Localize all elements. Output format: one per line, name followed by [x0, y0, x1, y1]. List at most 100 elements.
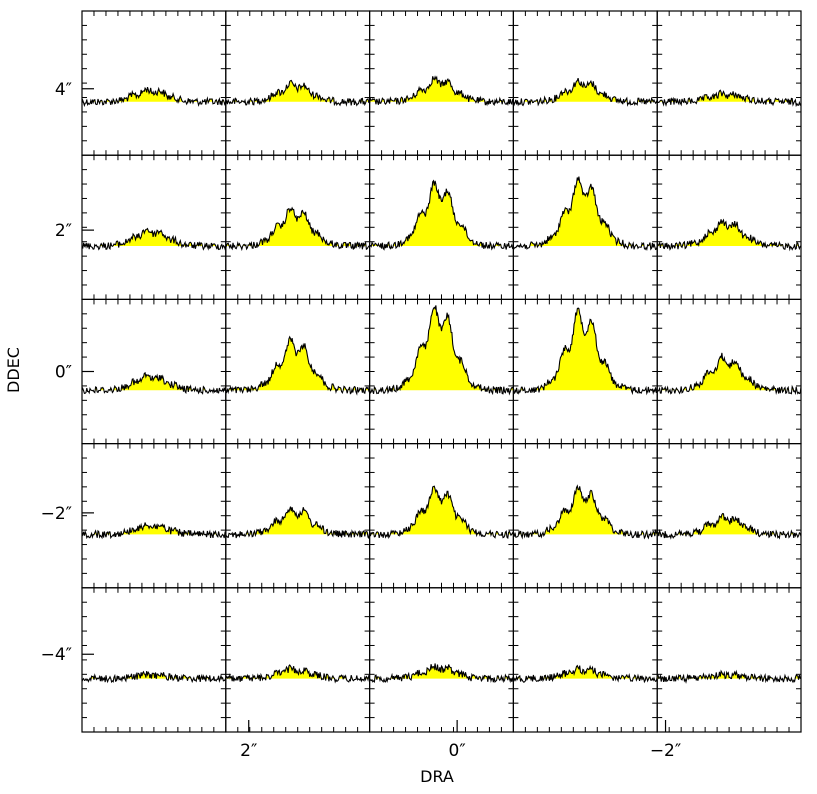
spectrum-panel — [225, 298, 371, 445]
emission-fill — [82, 522, 226, 535]
spectrum-line — [369, 485, 514, 540]
emission-fill — [369, 305, 514, 391]
spectrum-panel — [81, 298, 227, 445]
spectrum-line — [81, 522, 227, 540]
x-axis-label: DRA — [420, 767, 454, 786]
emission-fill — [225, 207, 370, 246]
spectrum-line — [225, 79, 370, 107]
panel-ticks — [513, 155, 658, 300]
panel-ticks — [82, 443, 226, 588]
spectrum-panel — [512, 154, 658, 300]
panel-ticks — [657, 587, 801, 732]
panel-ticks — [369, 155, 514, 300]
spectrum-line — [369, 179, 514, 251]
spectrum-panel — [81, 154, 227, 300]
spectrum-line — [512, 77, 658, 107]
panel-frame — [81, 443, 227, 589]
spectrum-panel — [81, 10, 227, 156]
panel-ticks — [225, 299, 370, 444]
spectrum-panel — [369, 154, 515, 300]
spectrum-panel — [656, 154, 802, 300]
emission-fill — [82, 372, 226, 391]
panel-ticks — [225, 587, 370, 732]
y-tick-label: 4″ — [55, 80, 72, 100]
spectrum-panel — [369, 443, 515, 589]
panel-ticks — [369, 11, 514, 156]
panel-ticks — [657, 11, 801, 156]
spectrum-line — [513, 307, 658, 396]
emission-fill — [369, 486, 514, 535]
spectrum-line — [225, 206, 371, 252]
panel-ticks — [513, 587, 658, 732]
spectrum-panel — [369, 298, 515, 445]
emission-fill — [225, 80, 370, 102]
y-tick-label: −2″ — [41, 504, 72, 524]
panel-ticks — [369, 299, 514, 444]
emission-fill — [513, 78, 658, 102]
panel-ticks — [225, 443, 370, 588]
spectrum-panel — [656, 298, 802, 445]
panel-ticks — [657, 155, 801, 300]
spectrum-panel — [512, 443, 658, 589]
emission-fill — [82, 228, 226, 246]
y-tick-label: 2″ — [55, 221, 72, 241]
spectrum-panel — [225, 154, 371, 300]
panel-ticks — [513, 11, 658, 156]
spectrum-panel — [81, 443, 227, 589]
panel-ticks — [225, 155, 370, 300]
x-tick-labels: 2″ 0″ −2″ — [240, 720, 681, 761]
spectrum-line — [512, 484, 658, 540]
panel-frame — [656, 443, 802, 589]
y-tick-label: 0″ — [55, 363, 72, 383]
y-axis-label: DDEC — [4, 347, 23, 393]
emission-fill — [225, 665, 370, 679]
spectrum-panel — [656, 443, 802, 589]
panel-frame — [81, 587, 227, 733]
emission-fill — [82, 87, 226, 102]
spectrum-line — [369, 305, 514, 396]
spectrum-line — [512, 176, 658, 251]
emission-fill — [369, 76, 514, 102]
panel-ticks — [82, 299, 226, 444]
spectrum-line — [225, 664, 371, 684]
spectrum-panel — [225, 10, 371, 156]
emission-fill — [513, 308, 658, 391]
spectrum-panel — [512, 10, 658, 156]
spectrum-line — [656, 218, 802, 252]
spectrum-panel — [369, 587, 515, 733]
y-tick-label: −4″ — [41, 645, 72, 665]
emission-fill — [513, 485, 658, 535]
panel-ticks — [82, 11, 226, 156]
spectrum-panel — [81, 587, 227, 733]
x-tick-label: −2″ — [650, 741, 681, 761]
panel-frame — [81, 10, 227, 156]
panel-ticks — [513, 443, 658, 588]
spectrum-panel — [225, 443, 371, 589]
panel-grid — [81, 10, 802, 733]
spectrum-panel — [512, 587, 658, 733]
emission-fill — [225, 336, 370, 391]
emission-fill — [513, 176, 658, 246]
spectrum-panel — [225, 587, 371, 733]
emission-fill — [657, 352, 801, 391]
emission-fill — [369, 180, 514, 246]
panel-frame — [512, 10, 658, 156]
panel-frame — [512, 587, 658, 733]
y-tick-labels: 4″ 2″ 0″ −2″ −4″ — [41, 80, 94, 665]
spectrum-panel — [512, 298, 658, 445]
spectrum-line — [81, 670, 227, 684]
spectrum-line — [657, 512, 802, 540]
spectrum-line — [82, 227, 227, 251]
panel-frame — [225, 10, 371, 156]
spectrum-panel — [656, 587, 802, 733]
emission-fill — [657, 513, 801, 535]
panel-ticks — [657, 299, 801, 444]
panel-frame — [225, 587, 371, 733]
panel-ticks — [82, 587, 226, 732]
spectrum-line — [512, 664, 658, 684]
spectrum-line — [657, 352, 802, 396]
spectrum-line — [369, 663, 514, 684]
panel-ticks — [369, 443, 514, 588]
panel-ticks — [657, 443, 801, 588]
